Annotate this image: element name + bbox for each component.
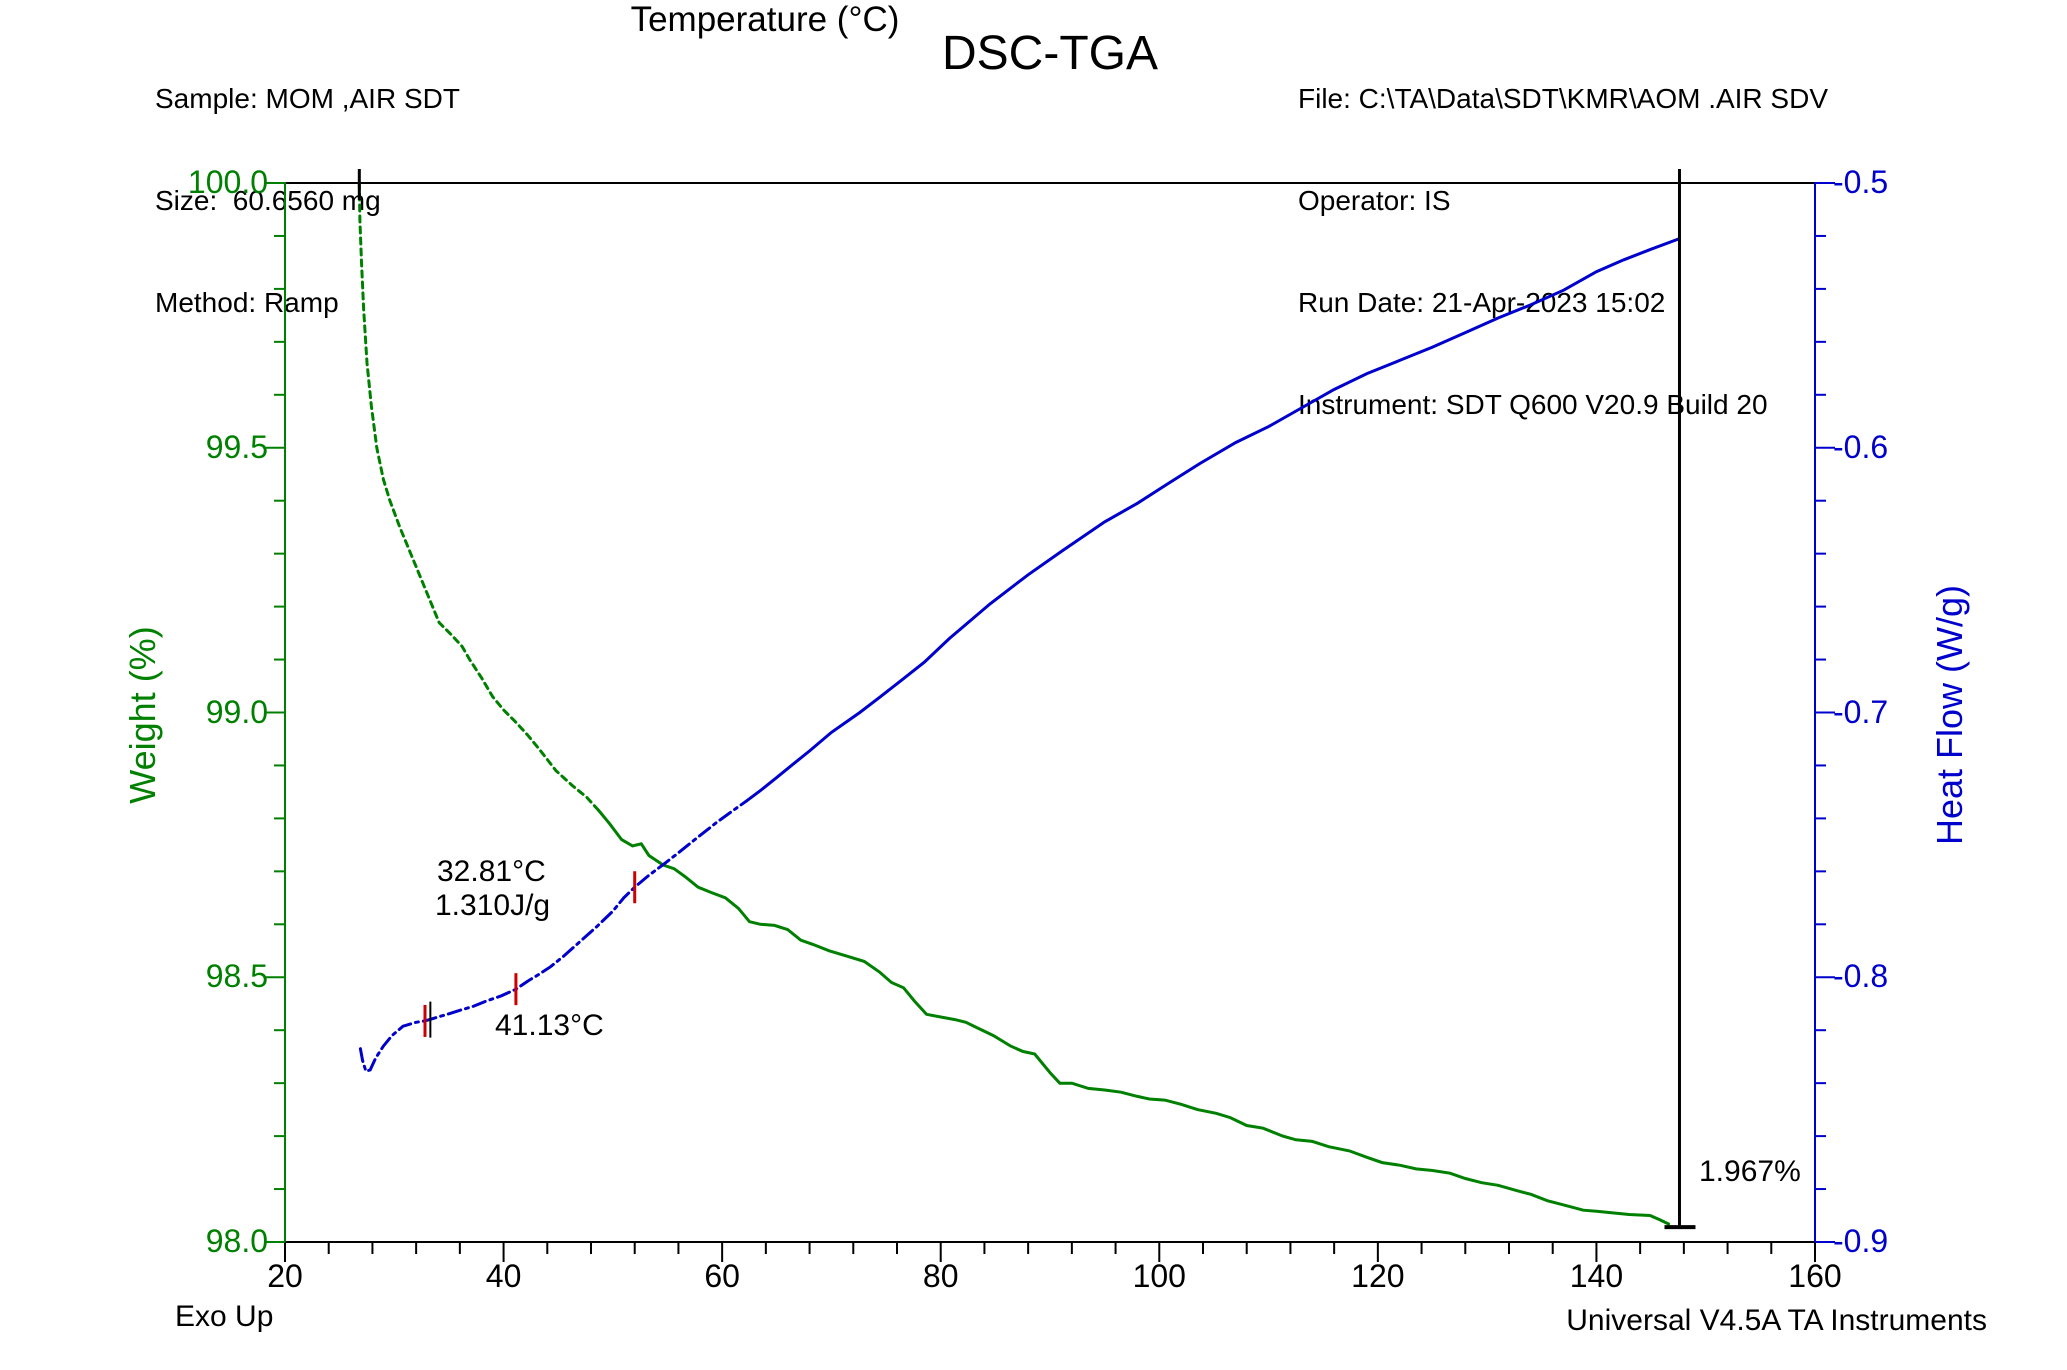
temperature-axis-title: Temperature (°C) xyxy=(630,0,900,39)
annotation-enthalpy: 1.310J/g xyxy=(435,889,551,922)
x-tick-label: 100 xyxy=(1132,1258,1186,1294)
weight-tick-label: 100.0 xyxy=(187,164,268,200)
heatflow-tick-label: -0.8 xyxy=(1833,958,1889,995)
annotation-onset-temperature: 32.81°C xyxy=(437,855,546,888)
file-label: File: C:\TA\Data\SDT\KMR\AOM .AIR SDV xyxy=(1298,83,1829,114)
page-title: DSC-TGA xyxy=(942,27,1158,80)
x-tick-label: 160 xyxy=(1788,1258,1842,1294)
sample-label: Sample: MOM ,AIR SDT xyxy=(155,83,460,114)
heatflow-curve xyxy=(744,237,1681,803)
weight-curve xyxy=(357,181,601,812)
weight-tick-label: 98.0 xyxy=(205,1223,268,1259)
weight-tick-label: 98.5 xyxy=(205,958,268,995)
x-tick-label: 40 xyxy=(485,1258,522,1294)
instrument-label: Instrument: SDT Q600 V20.9 Build 20 xyxy=(1298,389,1768,420)
heatflow-tick-label: -0.7 xyxy=(1833,693,1889,730)
heatflow-tick-label: -0.5 xyxy=(1833,164,1889,200)
size-label: Size: 60.6560 mg xyxy=(155,185,381,216)
x-tick-label: 20 xyxy=(267,1258,303,1294)
x-tick-label: 60 xyxy=(704,1258,740,1294)
annotation-peak-temperature: 41.13°C xyxy=(495,1009,604,1042)
heatflow-tick-label: -0.9 xyxy=(1833,1223,1889,1259)
x-tick-label: 120 xyxy=(1351,1258,1405,1294)
annotation-weight-loss-percent: 1.967% xyxy=(1699,1155,1801,1188)
heatflow-tick-label: -0.6 xyxy=(1833,428,1889,465)
exo-up-label: Exo Up xyxy=(175,1300,274,1333)
weight-tick-label: 99.5 xyxy=(205,428,268,465)
weight-tick-label: 99.0 xyxy=(205,693,268,730)
software-credit-label: Universal V4.5A TA Instruments xyxy=(1566,1304,1987,1337)
x-tick-label: 80 xyxy=(922,1258,959,1294)
weight-curve xyxy=(597,809,1671,1226)
method-label: Method: Ramp xyxy=(155,287,339,318)
x-tick-label: 140 xyxy=(1569,1258,1624,1294)
operator-label: Operator: IS xyxy=(1298,185,1451,216)
sample-info-block: Sample: MOM ,AIR SDT Size: 60.6560 mg Me… xyxy=(155,14,460,388)
